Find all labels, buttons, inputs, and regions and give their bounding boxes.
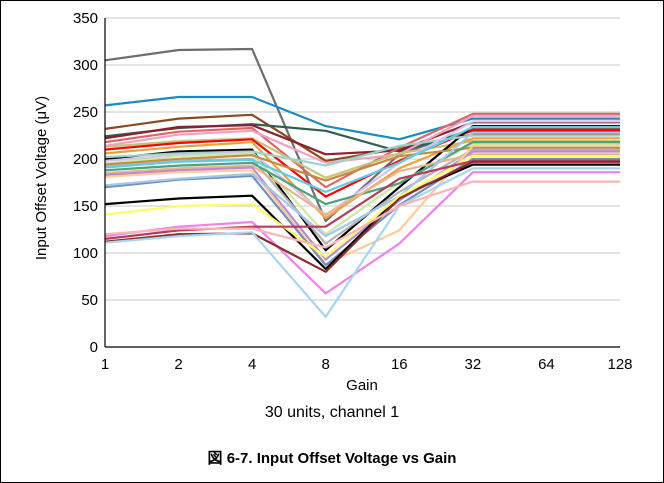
series-line	[104, 114, 620, 164]
series-line	[104, 171, 620, 295]
series-line	[104, 131, 620, 238]
y-axis-title: Input Offset Voltage (μV)	[33, 96, 50, 260]
y-tick-label: 300	[73, 57, 98, 74]
series-line	[104, 125, 620, 193]
axes	[104, 18, 620, 348]
y-tick-label: 50	[81, 292, 98, 309]
series-line	[104, 180, 620, 249]
y-tick-label: 0	[90, 339, 98, 356]
y-tick-label: 250	[73, 104, 98, 121]
x-tick-label: 1	[101, 356, 109, 373]
series-line	[104, 163, 620, 271]
series-line	[104, 157, 620, 267]
x-tick-label: 8	[322, 356, 330, 373]
line-chart: 0 50 100 150 200 250 300 350 1 2 4 8 16 32 64 128 Gain…	[33, 10, 633, 394]
x-tick-label: 2	[174, 356, 182, 373]
chart-subtitle: 30 units, channel 1	[264, 404, 400, 421]
x-tick-label: 128	[607, 356, 632, 373]
series-line	[104, 134, 620, 167]
x-tick-label: 64	[538, 356, 555, 373]
y-tick-label: 350	[73, 10, 98, 27]
y-tick-label: 150	[73, 198, 98, 215]
series-line	[104, 167, 620, 318]
x-axis-title: Gain	[346, 377, 378, 394]
series-line	[104, 128, 620, 198]
series-line	[104, 160, 620, 273]
x-tick-label: 4	[248, 356, 256, 373]
x-tick-label: 16	[391, 356, 408, 373]
series-group	[104, 47, 620, 318]
y-tick-labels: 0 50 100 150 200 250 300 350	[73, 10, 98, 356]
series-line	[104, 95, 620, 141]
series-line	[104, 142, 620, 236]
x-tick-label: 32	[465, 356, 482, 373]
x-tick-labels: 1 2 4 8 16 32 64 128	[101, 356, 633, 373]
y-tick-label: 100	[73, 245, 98, 262]
series-line	[104, 144, 620, 266]
y-tick-label: 200	[73, 151, 98, 168]
series-line	[104, 146, 620, 182]
figure-caption: 図 6-7. Input Offset Voltage vs Gain	[207, 450, 457, 467]
series-line	[104, 153, 620, 216]
series-line	[104, 150, 620, 261]
